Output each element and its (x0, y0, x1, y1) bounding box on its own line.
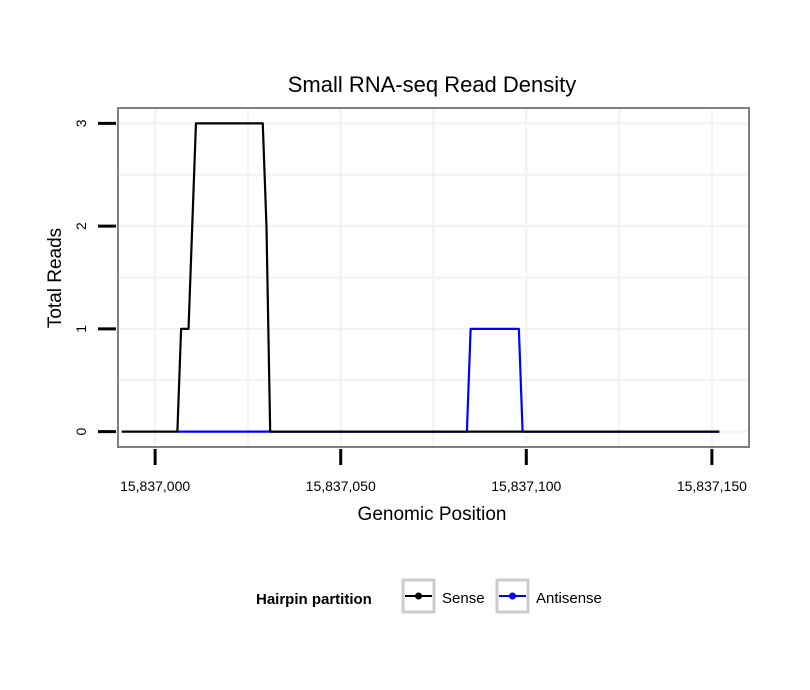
legend-title: Hairpin partition (256, 591, 372, 608)
y-axis: 0 1 2 3 (73, 119, 116, 435)
x-axis: 15,837,000 15,837,050 15,837,100 15,837,150 (120, 449, 747, 494)
legend-key-point (415, 592, 422, 600)
y-tick-label: 1 (73, 325, 89, 333)
y-axis-title: Total Reads (45, 228, 66, 328)
x-tick-label: 15,837,050 (306, 478, 376, 494)
x-axis-title: Genomic Position (358, 504, 507, 525)
grid (118, 108, 749, 447)
plot-panel-border (117, 107, 750, 448)
x-tick-label: 15,837,000 (120, 478, 190, 494)
series-line-sense (121, 122, 720, 433)
chart-title: Small RNA-seq Read Density (288, 72, 577, 97)
legend-label-antisense: Antisense (536, 590, 602, 607)
x-tick-label: 15,837,150 (677, 478, 747, 494)
legend-key-point (509, 592, 516, 600)
legend-label-sense: Sense (442, 590, 485, 607)
legend-item-antisense: Antisense (495, 578, 602, 614)
legend: Hairpin partition Sense Antisense (256, 578, 602, 614)
x-tick-label: 15,837,100 (491, 478, 561, 494)
y-tick-label: 0 (73, 427, 89, 435)
legend-item-sense: Sense (401, 578, 485, 614)
series-layer (121, 122, 720, 433)
y-tick-label: 2 (73, 222, 89, 230)
y-tick-label: 3 (73, 119, 89, 127)
